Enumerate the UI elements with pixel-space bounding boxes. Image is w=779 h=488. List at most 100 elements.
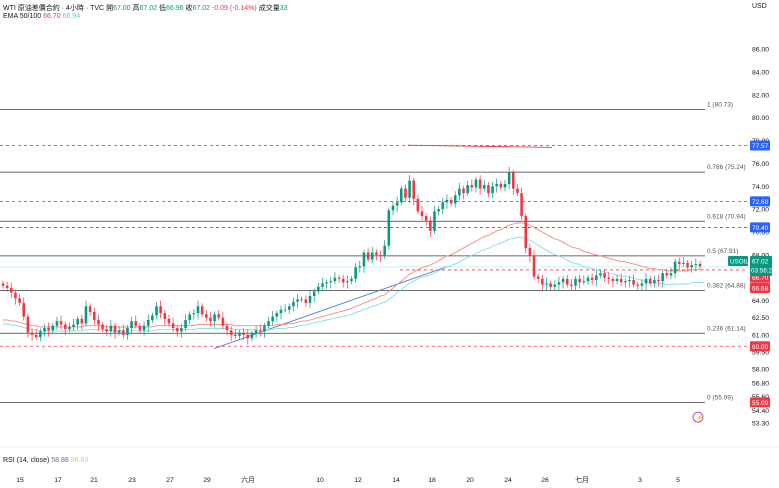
x-tick-label: 15 [16,477,24,484]
candle [528,248,532,256]
y-tick-label: 72.00 [752,207,769,214]
candle [458,188,461,196]
high-value: 67.02 [139,5,158,12]
x-tick-label: 3 [638,477,642,484]
y-tick-label: 74.00 [752,184,769,191]
candle [536,276,540,279]
currency-label[interactable]: USD [752,3,767,10]
candle [437,209,440,212]
candle [391,205,395,211]
candle [354,267,357,279]
candle [553,284,557,287]
y-tick-label: 58.00 [752,367,769,374]
candle [424,216,428,221]
candle [433,211,436,231]
current-symbol-bg [728,256,748,267]
time-axis[interactable]: 15 17 21 23 27 29 六月 10 12 14 18 20 24 26 七月 3 5 [0,446,779,484]
x-tick-label: 10 [316,477,324,484]
candle [507,172,511,184]
candle [619,278,623,283]
candle [279,309,283,314]
rsi-legend[interactable]: RSI (14, close) 58.88 56.63 [3,457,88,464]
price-tag: 66.68 [752,285,769,292]
candle [159,306,162,314]
candle [698,264,702,267]
ema50-line [3,222,705,328]
candle [155,306,158,316]
candle [97,320,100,325]
volume-value: 33 [279,5,288,12]
candle [599,273,602,276]
candle [462,188,465,194]
candle [234,334,237,336]
candle [669,273,673,276]
low-label: 低 [159,5,167,12]
y-tick-label: 76.00 [752,161,769,168]
candle [636,284,640,286]
candle [429,220,432,231]
candle [138,325,142,331]
candle [370,252,374,260]
candle [399,188,403,203]
candle [545,283,548,285]
candle [565,278,569,285]
candle [113,325,117,333]
candle [366,252,370,260]
symbol-header: WTI 原油差價合約 · 4小時 · TVC 開67.00 高67.02 低66… [3,3,288,13]
price-tag: 70.40 [752,225,769,232]
candle [607,277,611,279]
candle [163,313,167,319]
candle [449,200,453,204]
candle [532,256,536,277]
candle [611,278,615,282]
ema-legend[interactable]: EMA 50/100 66.70 66.94 [3,13,80,20]
candle [1,283,5,286]
candle [329,281,333,283]
candle [416,198,420,212]
price-axis[interactable]: 86.0084.0082.0080.0078.0076.0074.0072.00… [748,0,779,488]
y-tick-label: 56.80 [752,380,769,387]
fib-label: 0.236 (61.14) [707,325,746,332]
candle [640,283,644,286]
candle [151,315,154,320]
candle [105,329,109,332]
candle [175,328,179,332]
candle [250,333,254,339]
fib-label: 0 (55.09) [707,394,733,401]
candle [557,282,561,285]
candle [578,278,581,283]
fib-lines [0,108,748,403]
low-value: 66.96 [166,5,184,12]
ema50-value: 66.70 [43,13,61,20]
candle [283,309,287,311]
x-tick-label: 21 [90,477,98,484]
candle [188,314,191,320]
candle [205,314,208,318]
candle [39,331,42,338]
close-label: 收 [185,5,193,12]
candle [420,211,424,216]
candle [570,284,573,286]
candle [5,285,9,288]
candle [59,321,63,325]
candle [512,172,515,189]
candle [375,252,378,255]
candle [478,179,482,189]
price-tag: 72.68 [752,199,769,206]
fib-label: 0.786 (75.24) [707,164,746,171]
candle [55,321,59,326]
price-tag: 66.70 [752,275,769,282]
candle [18,298,21,303]
x-tick-label: 24 [504,477,512,484]
candle [358,266,362,268]
change-value: -0.09 (-0.14%) [212,5,257,12]
candle [304,299,308,303]
candle [34,334,38,338]
candle [644,278,648,284]
candle [682,262,685,264]
y-tick-label: 70.00 [752,230,769,237]
candle [43,328,46,332]
candle [76,318,79,325]
candle [225,325,229,331]
